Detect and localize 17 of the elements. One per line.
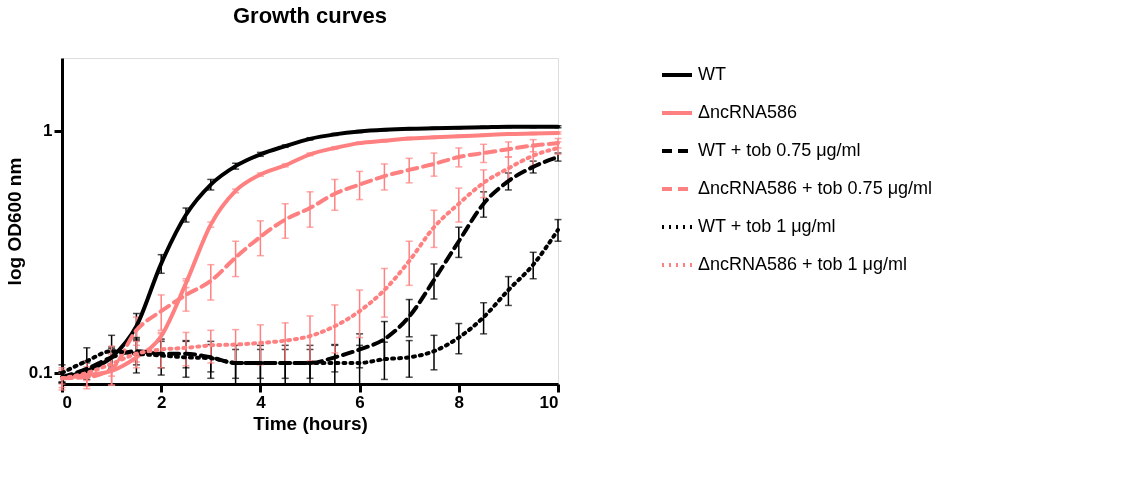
legend-label: WT bbox=[698, 64, 726, 84]
x-tick-label: 4 bbox=[256, 392, 267, 412]
legend-label: ΔncRNA586 + tob 0.75 μg/ml bbox=[698, 178, 933, 198]
x-tick-label: 8 bbox=[454, 392, 465, 412]
legend-label: WT + tob 1 μg/ml bbox=[698, 216, 836, 236]
y-axis-title: log OD600 nm bbox=[3, 157, 25, 286]
x-axis-title: Time (hours) bbox=[253, 412, 368, 434]
x-tick-label: 6 bbox=[355, 392, 365, 412]
legend-label: ΔncRNA586 bbox=[698, 102, 798, 122]
x-tick-label: 0 bbox=[62, 392, 72, 412]
y-tick-label: 0.1 bbox=[28, 363, 53, 383]
y-tick-label: 1 bbox=[43, 121, 53, 141]
x-tick-label: 2 bbox=[156, 392, 167, 412]
x-tick-label: 10 bbox=[539, 392, 559, 412]
chart-title: Growth curves bbox=[232, 3, 388, 28]
legend-label: WT + tob 0.75 μg/ml bbox=[698, 140, 861, 160]
legend-label: ΔncRNA586 + tob 1 μg/ml bbox=[698, 254, 907, 274]
